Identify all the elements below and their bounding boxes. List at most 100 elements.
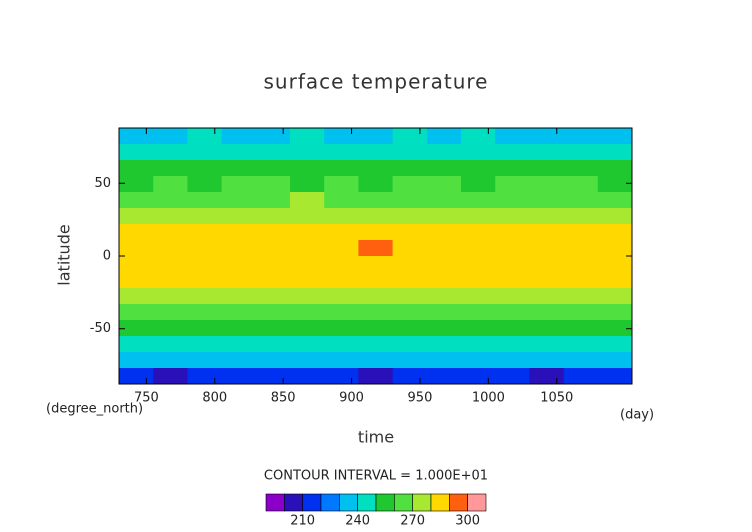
contour-cell [495,336,530,353]
contour-cell [324,368,359,384]
contour-cell [358,192,394,209]
colorbar-tick-label: 270 [400,514,425,529]
contour-cell [255,368,291,384]
contour-cell [529,368,565,384]
contour-cell [426,336,462,353]
contour-cell [324,256,359,273]
contour-cell [119,192,154,209]
contour-cell [426,192,462,209]
contour-cell [221,352,257,369]
contour-cell [529,256,565,273]
contour-cell [153,176,188,193]
x-axis-title: time [358,428,394,447]
contour-cell [290,320,325,337]
contour-cell [597,240,632,257]
contour-cell [221,144,257,161]
contour-cell [461,304,496,321]
contour-cell [324,336,359,353]
contour-cell [290,288,325,305]
contour-cell [461,352,496,369]
contour-cell [255,256,291,273]
contour-cell [324,304,359,321]
contour-cell [187,192,223,209]
contour-cell [392,304,428,321]
contour-cell [495,160,530,177]
contour-cell [290,160,325,177]
contour-cell [153,224,188,241]
colorbar-swatch [284,493,303,512]
contour-cell [119,288,154,305]
contour-cell [597,368,632,384]
contour-cell [495,240,530,257]
contour-cell [187,224,223,241]
contour-cell [597,304,632,321]
contour-cell [324,208,359,225]
contour-cell [290,304,325,321]
contour-cell [358,336,394,353]
contour-cell [495,176,530,193]
contour-cell [119,352,154,369]
contour-cell [187,288,223,305]
contour-cell [221,304,257,321]
contour-cell [392,256,428,273]
contour-cell [290,240,325,257]
contour-cell [255,272,291,289]
contour-cell [153,272,188,289]
contour-cell [461,144,496,161]
contour-cell [221,160,257,177]
contour-cell [221,272,257,289]
x-tick-label: 900 [339,391,364,406]
contour-cell [529,144,565,161]
colorbar-swatch [449,493,468,512]
contour-cell [358,256,394,273]
contour-cell [255,144,291,161]
contour-cell [461,224,496,241]
contour-cell [119,320,154,337]
contour-cell [495,128,530,145]
contour-cell [392,208,428,225]
contour-cell [255,176,291,193]
contour-cell [495,272,530,289]
contour-cell [290,208,325,225]
contour-cell [392,224,428,241]
contour-cell [495,192,530,209]
contour-cell [187,336,223,353]
contour-cell [392,336,428,353]
contour-cell [324,128,359,145]
contour-cell [358,272,394,289]
colorbar-swatch [339,493,358,512]
contour-cell [392,352,428,369]
contour-cell [358,208,394,225]
contour-cell [324,288,359,305]
contour-cell [495,144,530,161]
contour-cell [529,128,565,145]
contour-cell [255,304,291,321]
contour-cell [597,208,632,225]
y-tick-label: -50 [90,321,111,336]
contour-cell [495,352,530,369]
contour-cell [221,320,257,337]
contour-cell [563,256,599,273]
contour-cell [529,224,565,241]
contour-cell [495,208,530,225]
contour-cell [529,352,565,369]
contour-cell [392,192,428,209]
contour-cell [324,192,359,209]
contour-cell [187,160,223,177]
contour-cell [290,368,325,384]
x-tick-label: 950 [408,391,433,406]
contour-cell [221,208,257,225]
contour-cell [597,224,632,241]
contour-cell [461,176,496,193]
contour-cell [392,160,428,177]
contour-cell [153,288,188,305]
contour-cell [563,272,599,289]
y-tick-label: 0 [103,249,111,264]
contour-cell [324,352,359,369]
contour-cell [255,128,291,145]
contour-cell [119,368,154,384]
contour-cell [597,336,632,353]
contour-cell [529,320,565,337]
contour-cell [187,272,223,289]
contour-cell [426,304,462,321]
